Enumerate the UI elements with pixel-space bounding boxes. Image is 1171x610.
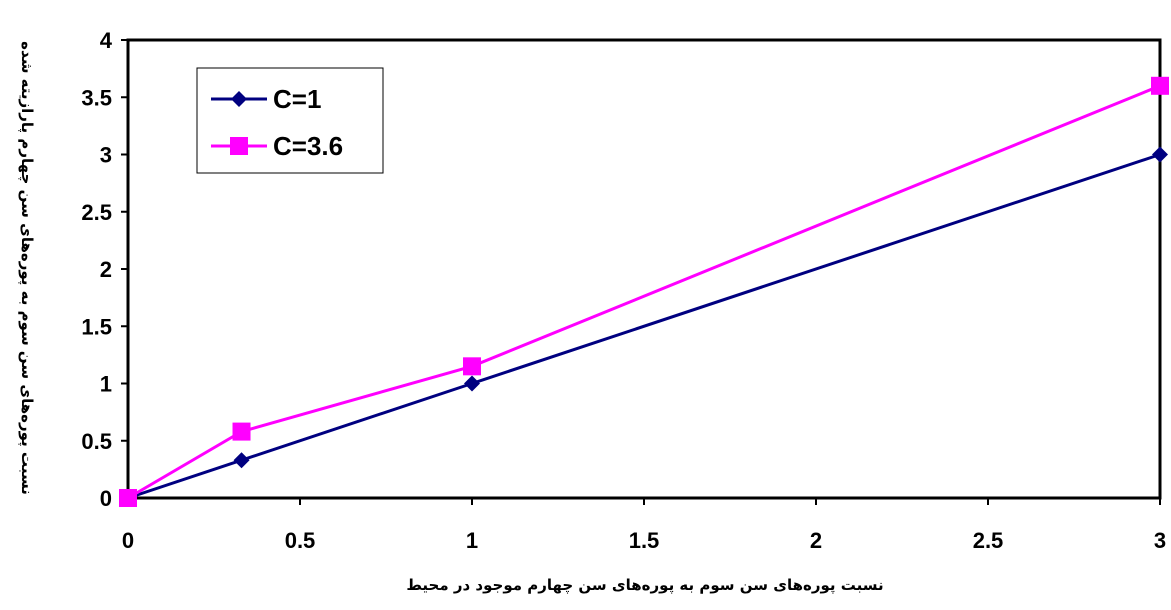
data-point [232,422,251,441]
series-1 [119,76,1169,507]
series-line [127,84,1161,500]
y-axis-title: نسبت پوره‌های سن سوم به پوره‌های سن چهار… [17,41,36,495]
x-tick-label: 1 [466,528,478,553]
x-tick-label: 1.5 [629,528,660,553]
y-tick-label: 3 [100,143,112,168]
data-point [463,357,481,376]
legend-item: C=3.6 [211,131,343,161]
data-point [233,452,250,469]
x-tick-label: 0 [122,528,134,553]
legend-box [196,67,384,174]
legend-label: C=3.6 [273,131,343,161]
x-axis-ticks: 0 0.5 1 1.5 2 2.5 3 [122,498,1166,553]
x-tick-label: 3 [1154,528,1166,553]
y-axis-ticks: 0 0.5 1 1.5 2 2.5 3 3.5 4 [81,28,128,511]
data-point [119,489,137,507]
y-tick-label: 0.5 [81,429,112,454]
x-tick-label: 2.5 [973,528,1004,553]
y-tick-label: 4 [100,28,113,53]
series-line [127,153,1161,500]
series-0 [120,146,1168,506]
y-tick-label: 3.5 [81,85,112,110]
legend: C=1 C=3.6 [196,67,384,174]
data-point [464,375,480,392]
y-tick-label: 1.5 [81,314,112,339]
y-tick-label: 2.5 [81,200,112,225]
series-layer [119,76,1169,507]
legend-label: C=1 [273,84,321,114]
legend-item: C=1 [211,84,321,114]
data-point [1152,146,1168,163]
y-tick-label: 0 [100,486,112,511]
x-axis-title: نسبت پوره‌های سن سوم به پوره‌های سن چهار… [406,576,883,595]
y-tick-label: 1 [100,372,112,397]
y-tick-label: 2 [100,257,112,282]
legend-marker [230,137,248,155]
data-point [1151,76,1169,95]
x-tick-label: 2 [810,528,822,553]
legend-marker [231,91,247,107]
x-tick-label: 0.5 [285,528,316,553]
